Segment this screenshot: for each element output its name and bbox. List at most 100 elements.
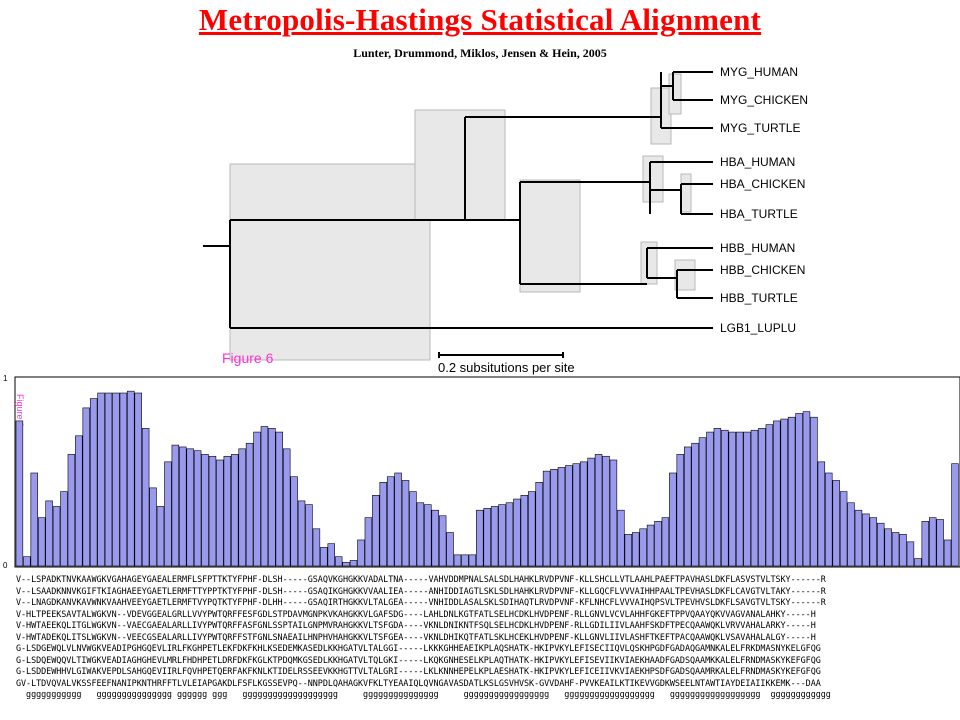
reliability-bar bbox=[149, 487, 157, 567]
reliability-bar bbox=[654, 521, 662, 567]
reliability-bar bbox=[305, 504, 313, 567]
reliability-bar bbox=[453, 554, 462, 567]
reliability-bar bbox=[498, 504, 506, 567]
tree-leaf-label: HBB_HUMAN bbox=[720, 241, 795, 255]
reliability-bar bbox=[490, 506, 499, 567]
reliability-bar bbox=[743, 431, 751, 567]
reliability-bar bbox=[89, 398, 98, 567]
reliability-bar bbox=[535, 482, 543, 567]
reliability-bar bbox=[416, 502, 425, 567]
reliability-bar bbox=[839, 491, 848, 567]
reliability-bar bbox=[75, 435, 83, 567]
reliability-bar bbox=[260, 426, 269, 567]
tree-leaf-label: HBB_CHICKEN bbox=[720, 263, 805, 277]
reliability-bar bbox=[483, 508, 491, 567]
reliability-bar bbox=[127, 390, 135, 567]
reliability-bar bbox=[520, 495, 529, 567]
reliability-bar bbox=[817, 461, 826, 567]
reliability-bar bbox=[379, 482, 387, 567]
reliability-bar bbox=[802, 411, 811, 567]
scale-bar-label: 0.2 subsitutions per site bbox=[438, 360, 575, 375]
reliability-bar bbox=[401, 480, 410, 567]
reliability-bar bbox=[550, 468, 558, 567]
reliability-bar bbox=[884, 528, 892, 567]
reliability-bar bbox=[186, 448, 194, 567]
tree-leaf-label: HBA_HUMAN bbox=[720, 155, 795, 169]
page-title: Metropolis-Hastings Statistical Alignmen… bbox=[198, 2, 762, 37]
reliability-bar bbox=[476, 509, 484, 567]
reliability-bar bbox=[780, 418, 788, 567]
reliability-bar bbox=[847, 502, 855, 567]
reliability-bar bbox=[342, 561, 350, 567]
tree-leaf-label: MYG_TURTLE bbox=[720, 121, 800, 135]
alignment-row: V--LSAADKNNVKGIFTKIAGHAEEYGAETLERMFTTYPP… bbox=[16, 585, 826, 596]
reliability-bar bbox=[312, 528, 321, 567]
alignment-row: V--LSPADKTNVKAAWGKVGAHAGEYGAEALERMFLSFPT… bbox=[16, 574, 826, 584]
reliability-bar bbox=[253, 431, 261, 567]
reliability-bar bbox=[906, 541, 915, 567]
reliability-bar bbox=[869, 517, 878, 567]
side-figure-label: Figure 6 bbox=[15, 394, 25, 427]
reliability-bar bbox=[721, 429, 729, 567]
reliability-bar bbox=[787, 416, 796, 567]
tree-leaf-label: HBA_TURTLE bbox=[720, 207, 798, 221]
reliability-bar bbox=[275, 431, 284, 567]
reliability-bar bbox=[52, 506, 61, 567]
reliability-bar bbox=[513, 498, 521, 567]
tree-leaf-label: MYG_HUMAN bbox=[720, 65, 798, 79]
reliability-bar bbox=[461, 554, 469, 567]
reliability-bar bbox=[928, 517, 937, 567]
reliability-bar bbox=[37, 517, 46, 567]
reliability-bar bbox=[921, 521, 929, 567]
reliability-bar bbox=[320, 547, 328, 567]
reliability-bar bbox=[231, 454, 239, 567]
reliability-bar bbox=[364, 517, 373, 567]
reliability-bar bbox=[238, 448, 246, 567]
reliability-bar bbox=[394, 472, 402, 567]
figure-label: Figure 6 bbox=[222, 350, 274, 366]
alignment-row: V--LNAGDKANVKAVWNKVAAHVEEYGAETLERMFTVYPQ… bbox=[16, 597, 826, 608]
reliability-bar bbox=[23, 556, 31, 567]
reliability-bar bbox=[943, 539, 952, 567]
reliability-bar bbox=[899, 534, 907, 567]
reliability-bar bbox=[245, 442, 254, 567]
reliability-bar bbox=[572, 463, 581, 567]
reliability-bar bbox=[862, 513, 870, 567]
reliability-bar bbox=[208, 455, 217, 567]
reliability-bar bbox=[104, 392, 113, 567]
reliability-bar bbox=[691, 442, 699, 567]
author-citation: Lunter, Drummond, Miklos, Jensen & Hein,… bbox=[353, 46, 607, 60]
reliability-bar bbox=[30, 472, 38, 567]
alignment-gap-annotation: ggggggggggg ggggggggggggggg gggggg ggg g… bbox=[16, 689, 831, 700]
reliability-bar bbox=[594, 454, 603, 567]
alignment-row: G-LSDDEWHHVLGIWAKVEPDLSAHGQEVIIRLFQVHPET… bbox=[16, 666, 821, 677]
reliability-bar bbox=[424, 504, 432, 567]
reliability-bar bbox=[119, 392, 128, 567]
reliability-bar bbox=[528, 491, 536, 567]
tree-leaf-label: HBB_TURTLE bbox=[720, 291, 798, 305]
reliability-bar bbox=[795, 413, 803, 567]
alignment-row: G-LSDQEWQQVLTIWGKVEADIAGHGHEVLMRLFHDHPET… bbox=[16, 654, 821, 665]
reliability-bar bbox=[216, 459, 224, 567]
reliability-bar bbox=[297, 500, 306, 567]
reliability-bar bbox=[334, 556, 343, 567]
reliability-bar bbox=[698, 437, 707, 567]
reliability-bar bbox=[646, 524, 655, 567]
reliability-bar bbox=[914, 558, 922, 567]
reliability-bar bbox=[758, 428, 766, 567]
reliability-bar bbox=[193, 450, 202, 567]
reliability-bar bbox=[45, 500, 53, 567]
reliability-bar bbox=[431, 509, 439, 567]
reliability-bar bbox=[327, 543, 335, 567]
alignment-row: V-HWTADEKQLITSLWGKVN--VEECGSEALARLLIVYPW… bbox=[16, 631, 816, 642]
reliability-bar bbox=[676, 454, 684, 567]
reliability-bar bbox=[713, 428, 722, 567]
alignment-row: G-LSDGEWQLVLNVWGKVEADIPGHGQEVLIRLFKGHPET… bbox=[16, 643, 821, 654]
reliability-bar bbox=[409, 491, 417, 567]
reliability-bar bbox=[832, 480, 840, 567]
reliability-bar bbox=[283, 448, 291, 567]
y-bottom-label: 0 bbox=[3, 561, 8, 570]
reliability-bar bbox=[728, 431, 736, 567]
reliability-bar bbox=[750, 429, 759, 567]
y-top-label: 1 bbox=[3, 374, 8, 383]
